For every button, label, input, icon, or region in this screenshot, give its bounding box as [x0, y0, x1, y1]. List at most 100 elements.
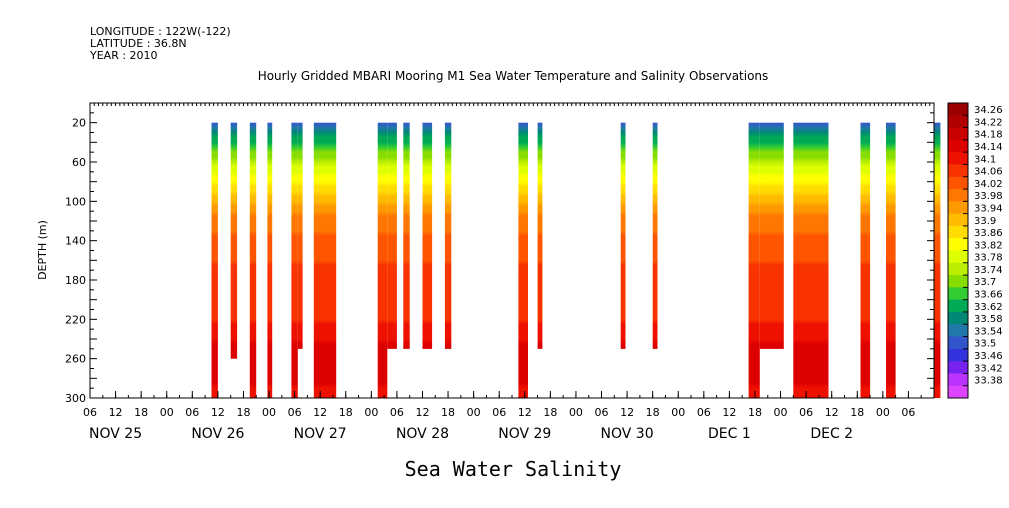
- y-tick-label: 180: [65, 274, 86, 287]
- colorbar-label: 34.26: [974, 105, 1003, 116]
- observation-column: [748, 122, 760, 398]
- colorbar-swatch: [948, 103, 968, 116]
- colorbar-swatch: [948, 250, 968, 264]
- x-tick-label: 00: [364, 406, 378, 419]
- observation-column: [387, 122, 397, 349]
- colorbar-swatch: [948, 275, 968, 288]
- observation-column: [211, 122, 218, 398]
- observation-column: [759, 122, 784, 349]
- colorbar-label: 33.66: [974, 290, 1003, 301]
- colorbar-label: 33.74: [974, 265, 1003, 276]
- x-tick-label: 12: [620, 406, 634, 419]
- x-tick-label: 00: [160, 406, 174, 419]
- colorbar-swatch: [948, 176, 968, 190]
- observation-column: [934, 122, 941, 398]
- colorbar-label: 33.58: [974, 314, 1003, 325]
- colorbar: 34.2634.2234.1834.1434.134.0634.0233.983…: [947, 102, 1003, 399]
- x-tick-label: 06: [185, 406, 199, 419]
- observation-column: [297, 122, 303, 349]
- colorbar-label: 33.86: [974, 228, 1003, 239]
- colorbar-label: 34.18: [974, 130, 1003, 141]
- colorbar-swatch: [948, 238, 968, 251]
- x-tick-label: 12: [518, 406, 532, 419]
- observation-column: [444, 122, 452, 349]
- colorbar-swatch: [948, 348, 968, 362]
- colorbar-swatch: [948, 299, 968, 313]
- colorbar-swatch: [948, 287, 968, 301]
- x-tick-label: 18: [339, 406, 353, 419]
- x-tick-label: 06: [288, 406, 302, 419]
- colorbar-label: 34.14: [974, 142, 1003, 153]
- observation-column: [422, 122, 433, 349]
- observation-column: [313, 122, 337, 398]
- colorbar-swatch: [948, 225, 968, 239]
- y-axis-label: DEPTH (m): [36, 220, 49, 280]
- colorbar-swatch: [948, 115, 968, 128]
- observation-column: [537, 122, 543, 349]
- colorbar-swatch: [948, 361, 968, 374]
- colorbar-label: 34.02: [974, 179, 1003, 190]
- observation-column: [652, 122, 658, 349]
- x-tick-label: 12: [722, 406, 736, 419]
- colorbar-label: 33.62: [974, 302, 1003, 313]
- x-tick-label: 18: [850, 406, 864, 419]
- colorbar-swatch: [948, 164, 968, 178]
- x-tick-label: 06: [492, 406, 506, 419]
- colorbar-label: 33.5: [974, 339, 996, 350]
- y-tick-label: 100: [65, 195, 86, 208]
- observation-column: [230, 122, 238, 359]
- x-tick-label: 12: [109, 406, 123, 419]
- colorbar-swatch: [948, 127, 968, 141]
- x-date-label: DEC 2: [810, 426, 853, 442]
- x-tick-label: 12: [211, 406, 225, 419]
- x-tick-label: 12: [415, 406, 429, 419]
- colorbar-label: 34.22: [974, 117, 1003, 128]
- latitude-label: LATITUDE : 36.8N: [90, 37, 187, 50]
- observation-column: [793, 122, 829, 398]
- year-label: YEAR : 2010: [89, 49, 158, 62]
- x-date-label: NOV 30: [601, 426, 654, 442]
- x-tick-label: 18: [646, 406, 660, 419]
- colorbar-label: 33.42: [974, 363, 1003, 374]
- colorbar-label: 33.46: [974, 351, 1003, 362]
- observation-column: [860, 122, 871, 398]
- chart-title: Hourly Gridded MBARI Mooring M1 Sea Wate…: [258, 69, 769, 83]
- colorbar-label: 33.9: [974, 216, 996, 227]
- x-date-label: NOV 26: [191, 426, 244, 442]
- x-date-label: NOV 25: [89, 426, 142, 442]
- x-tick-label: 18: [543, 406, 557, 419]
- x-tick-label: 06: [799, 406, 813, 419]
- y-tick-label: 300: [65, 392, 86, 405]
- x-tick-label: 06: [83, 406, 97, 419]
- colorbar-swatch: [948, 262, 968, 276]
- observation-column: [403, 122, 410, 349]
- colorbar-swatch: [948, 373, 968, 387]
- x-date-label: NOV 27: [294, 426, 347, 442]
- x-tick-label: 00: [262, 406, 276, 419]
- colorbar-label: 33.7: [974, 277, 996, 288]
- colorbar-label: 33.78: [974, 253, 1003, 264]
- y-tick-label: 260: [65, 353, 86, 366]
- x-tick-label: 18: [441, 406, 455, 419]
- x-tick-label: 00: [569, 406, 583, 419]
- colorbar-swatch: [948, 213, 968, 227]
- x-tick-label: 12: [313, 406, 327, 419]
- colorbar-label: 33.38: [974, 376, 1003, 387]
- colorbar-label: 33.54: [974, 326, 1003, 337]
- x-tick-label: 00: [671, 406, 685, 419]
- y-tick-label: 140: [65, 235, 86, 248]
- x-tick-label: 06: [697, 406, 711, 419]
- x-tick-label: 00: [467, 406, 481, 419]
- y-tick-label: 60: [72, 156, 86, 169]
- x-axis: 06 12 18 00 06 12 18 00 06 12 18 00 06 12 18 00 06 12 18 00…: [83, 103, 935, 442]
- x-tick-label: 06: [595, 406, 609, 419]
- observation-column: [518, 122, 528, 398]
- colorbar-label: 34.06: [974, 167, 1003, 178]
- y-axis: 20 60 100 140 180 220 260 300: [65, 102, 934, 405]
- colorbar-swatch: [948, 385, 968, 399]
- colorbar-swatch: [948, 324, 968, 337]
- colorbar-swatch: [948, 139, 968, 153]
- colorbar-swatch: [948, 152, 968, 165]
- x-tick-label: 00: [876, 406, 890, 419]
